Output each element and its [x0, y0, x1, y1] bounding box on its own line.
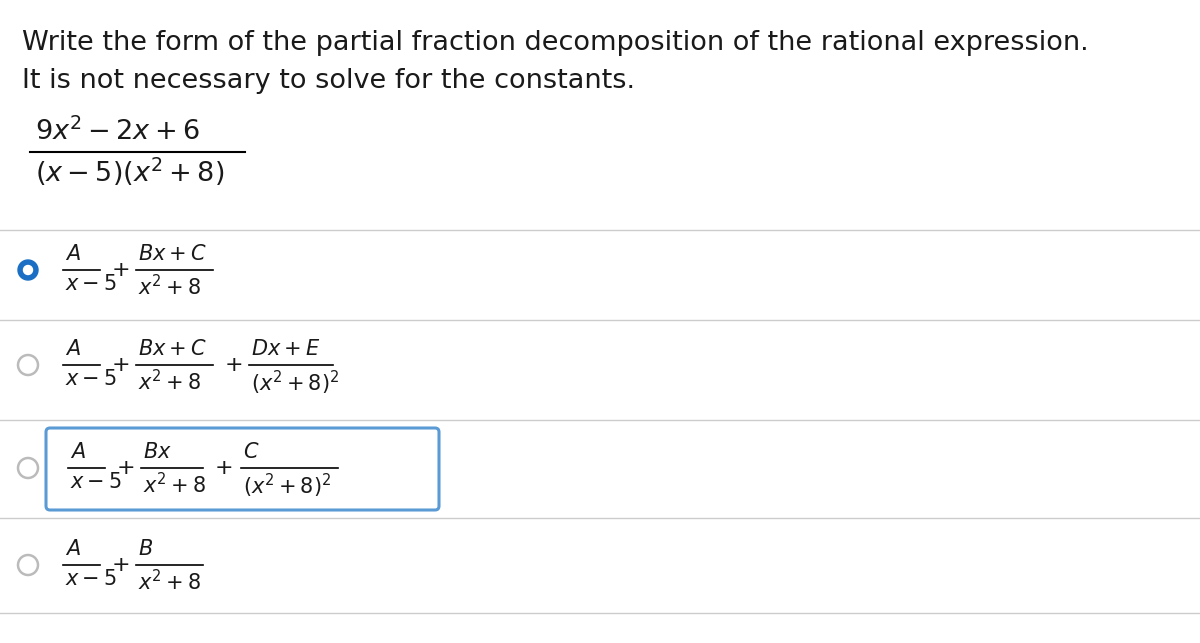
Text: $(x^2+8)^2$: $(x^2+8)^2$: [242, 472, 331, 500]
Circle shape: [18, 458, 38, 478]
Text: $x^2+8$: $x^2+8$: [138, 274, 202, 299]
Text: Write the form of the partial fraction decomposition of the rational expression.: Write the form of the partial fraction d…: [22, 30, 1088, 56]
Text: $+$: $+$: [214, 458, 233, 478]
Circle shape: [24, 266, 32, 275]
Text: $(x^2+8)^2$: $(x^2+8)^2$: [251, 369, 340, 397]
Text: $x-5$: $x-5$: [65, 569, 116, 589]
Circle shape: [18, 355, 38, 375]
Text: $(x-5)(x^2+8)$: $(x-5)(x^2+8)$: [35, 155, 224, 188]
Text: $A$: $A$: [65, 244, 80, 264]
Text: $Bx+C$: $Bx+C$: [138, 244, 206, 264]
Text: $x-5$: $x-5$: [65, 274, 116, 294]
Text: $A$: $A$: [65, 539, 80, 559]
Text: $+$: $+$: [112, 355, 130, 375]
Text: $Dx+E$: $Dx+E$: [251, 339, 320, 359]
Text: $x-5$: $x-5$: [65, 369, 116, 389]
Text: $C$: $C$: [242, 442, 259, 462]
Text: $+$: $+$: [112, 260, 130, 280]
Text: It is not necessary to solve for the constants.: It is not necessary to solve for the con…: [22, 68, 635, 94]
Text: $x-5$: $x-5$: [70, 472, 122, 492]
Text: $x^2+8$: $x^2+8$: [143, 472, 206, 497]
FancyBboxPatch shape: [46, 428, 439, 510]
Text: $+$: $+$: [112, 555, 130, 575]
Circle shape: [18, 555, 38, 575]
Text: $x^2+8$: $x^2+8$: [138, 369, 202, 394]
Circle shape: [18, 260, 38, 280]
Text: $B$: $B$: [138, 539, 154, 559]
Text: $9x^2-2x+6$: $9x^2-2x+6$: [35, 118, 199, 147]
Text: $Bx+C$: $Bx+C$: [138, 339, 206, 359]
Text: $x^2+8$: $x^2+8$: [138, 569, 202, 594]
Text: $A$: $A$: [70, 442, 86, 462]
Text: $Bx$: $Bx$: [143, 442, 172, 462]
Text: $+$: $+$: [116, 458, 134, 478]
Text: $A$: $A$: [65, 339, 80, 359]
Text: $+$: $+$: [224, 355, 242, 375]
